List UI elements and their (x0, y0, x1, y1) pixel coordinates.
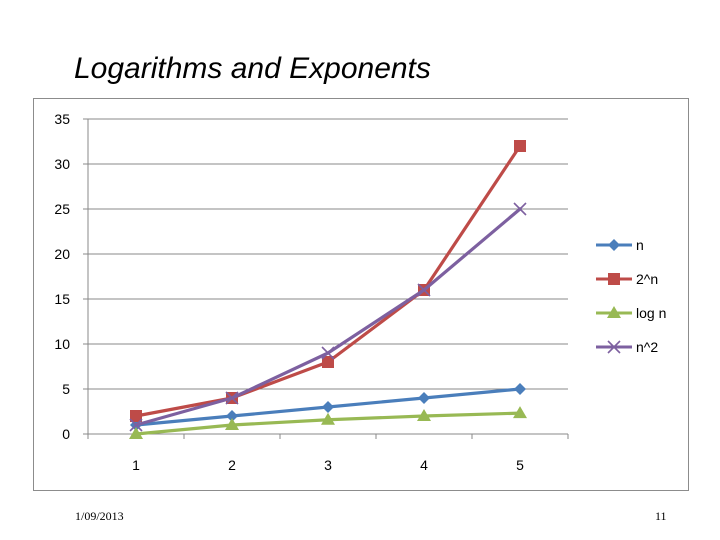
y-tick-label: 10 (54, 336, 70, 352)
x-tick-label: 3 (324, 457, 332, 473)
y-tick-label: 20 (54, 246, 70, 262)
y-tick-label: 0 (62, 426, 70, 442)
x-marker-stroke (129, 418, 143, 432)
page-number: 11 (655, 509, 667, 523)
data-point-2-n (130, 410, 142, 422)
x-tick-label: 4 (420, 457, 428, 473)
y-tick-label: 30 (54, 156, 70, 172)
data-point-n (226, 410, 238, 422)
data-point-n-2 (513, 202, 527, 216)
data-point-log-n (129, 427, 143, 439)
series-line-2-n (134, 144, 522, 418)
data-point-n (322, 401, 334, 413)
data-point-n (514, 383, 526, 395)
data-point-n-2 (129, 418, 143, 432)
legend-label-n: n (636, 237, 644, 253)
y-tick-label: 25 (54, 201, 70, 217)
data-point-2-n (322, 356, 334, 368)
legend-label-2-n: 2^n (636, 271, 658, 287)
y-tick-label: 5 (62, 381, 70, 397)
data-point-n-2 (417, 283, 431, 297)
data-point-log-n (321, 412, 335, 425)
legend-marker-2-n (608, 273, 620, 285)
data-point-n-2 (225, 391, 239, 405)
legend-marker-n-2 (607, 340, 621, 354)
data-point-log-n (417, 409, 431, 421)
data-point-n-2 (321, 346, 335, 360)
series-line-n-2 (134, 207, 522, 427)
data-point-log-n (225, 418, 239, 430)
legend-label-log-n: log n (636, 305, 666, 321)
x-tick-label: 5 (516, 457, 524, 473)
x-marker-stroke (607, 340, 621, 354)
data-point-2-n (514, 140, 526, 152)
legend-marker-log-n (607, 306, 621, 318)
x-marker-stroke (417, 283, 431, 297)
data-point-log-n (513, 406, 527, 419)
x-marker-stroke (225, 391, 239, 405)
x-marker-stroke (321, 346, 335, 360)
x-marker-stroke (513, 202, 527, 216)
footer-date: 1/09/2013 (75, 509, 124, 523)
y-tick-label: 35 (54, 111, 70, 127)
x-tick-label: 1 (132, 457, 140, 473)
data-point-n (418, 392, 430, 404)
legend-marker-n (608, 239, 620, 251)
y-tick-label: 15 (54, 291, 70, 307)
x-tick-label: 2 (228, 457, 236, 473)
slide-title: Logarithms and Exponents (74, 52, 431, 85)
legend-label-n-2: n^2 (636, 339, 658, 355)
